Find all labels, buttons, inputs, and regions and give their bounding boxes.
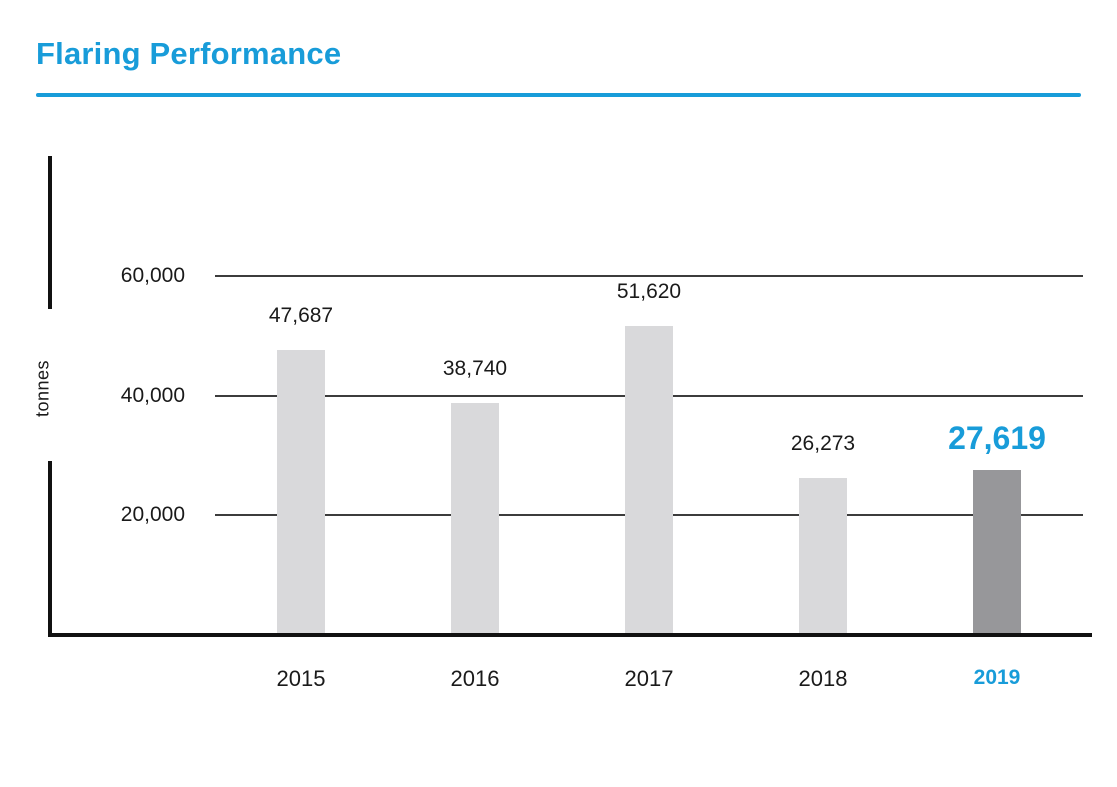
x-label-2017: 2017 [624,666,674,691]
x-label-2016: 2016 [450,666,500,691]
bar-2018 [799,477,847,633]
gridline-60000 [215,275,1083,278]
bar-2016 [451,403,499,633]
y-axis-line-lower-segment [48,461,52,637]
y-axis-label: tonnes [32,359,53,418]
y-tick-label-20000: 20,000 [120,503,185,527]
y-tick-label-40000: 40,000 [120,383,185,407]
bar-2017 [625,326,673,633]
page-title: Flaring Performance [36,36,342,71]
value-label-2017: 51,620 [616,280,682,304]
title-underline [36,93,1081,97]
y-axis-line-upper-segment [48,156,52,309]
y-tick-label-60000: 60,000 [120,264,185,288]
value-label-2015: 47,687 [268,303,334,327]
x-label-2018: 2018 [798,666,848,691]
x-axis-line [48,633,1092,637]
x-label-2015: 2015 [276,666,326,691]
bar-2019 [973,469,1021,633]
x-label-2019: 2019 [973,666,1021,689]
bar-2015 [277,349,325,633]
value-label-2019: 27,619 [948,419,1046,456]
value-label-2018: 26,273 [790,431,856,455]
value-label-2016: 38,740 [442,357,508,381]
